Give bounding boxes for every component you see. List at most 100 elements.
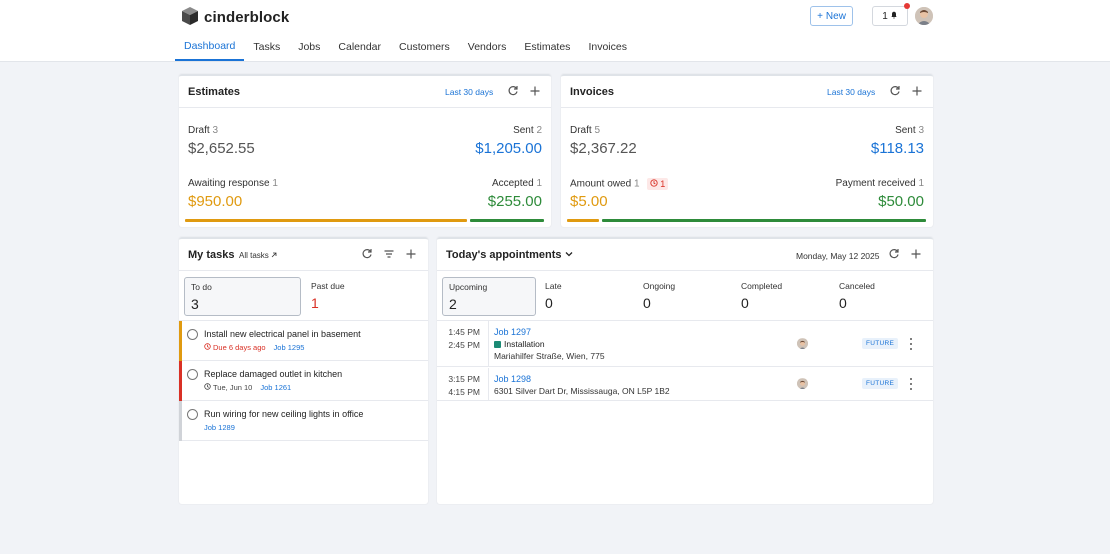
invoices-card: Invoices Last 30 days Draft 5 $2,367.22 …: [561, 74, 933, 227]
task-title: Replace damaged outlet in kitchen: [204, 369, 343, 379]
task-complete-radio[interactable]: [187, 369, 198, 380]
refresh-icon[interactable]: [889, 85, 901, 97]
tab-late[interactable]: Late 0: [539, 277, 633, 316]
task-job-link[interactable]: Job 1289: [204, 423, 235, 432]
estimates-accepted-bar: [470, 219, 544, 222]
add-appointment-icon[interactable]: [910, 248, 922, 260]
tab-to-do-count: 3: [191, 296, 199, 312]
add-invoice-icon[interactable]: [911, 85, 923, 97]
notifications-button[interactable]: 1: [872, 6, 908, 26]
tab-ongoing-label: Ongoing: [643, 281, 676, 291]
estimates-awaiting-value: $950.00: [188, 193, 243, 210]
all-tasks-link[interactable]: All tasks: [239, 251, 277, 260]
tab-completed-count: 0: [741, 295, 749, 311]
appointment-start: 3:15 PM: [448, 374, 480, 384]
tab-to-do[interactable]: To do 3: [184, 277, 301, 316]
tab-canceled[interactable]: Canceled 0: [833, 277, 927, 316]
nav-tab-dashboard[interactable]: Dashboard: [175, 33, 245, 61]
task-job-link[interactable]: Job 1295: [273, 343, 305, 352]
clock-alert-icon: [650, 179, 658, 189]
tab-ongoing[interactable]: Ongoing 0: [637, 277, 731, 316]
notification-count: 1: [882, 10, 888, 22]
invoices-range-select[interactable]: Last 30 days: [827, 87, 876, 97]
estimates-accepted-label: Accepted 1: [491, 178, 542, 189]
nav-tab-vendors[interactable]: Vendors: [467, 41, 507, 53]
clock-icon: [204, 383, 211, 392]
tab-upcoming[interactable]: Upcoming 2: [442, 277, 536, 316]
tab-past-due-count: 1: [311, 295, 319, 311]
main-nav: Dashboard Tasks Jobs Calendar Customers …: [175, 33, 636, 62]
tab-late-label: Late: [545, 281, 562, 291]
tab-to-do-label: To do: [191, 282, 212, 292]
new-button[interactable]: + New: [810, 6, 853, 26]
brand[interactable]: cinderblock: [180, 6, 289, 28]
appointment-job-link[interactable]: Job 1297: [494, 327, 532, 337]
type-color-swatch: [494, 340, 501, 348]
estimates-sent-value: $1,205.00: [475, 140, 542, 157]
nav-tab-tasks[interactable]: Tasks: [253, 41, 281, 53]
plus-icon: +: [817, 10, 823, 22]
appointment-row[interactable]: 3:15 PM 4:15 PM Job 1298 6301 Silver Dar…: [437, 368, 933, 401]
tab-late-count: 0: [545, 295, 553, 311]
appointments-title[interactable]: Today's appointments: [446, 249, 573, 261]
invoices-title: Invoices: [570, 86, 615, 98]
nav-tab-calendar[interactable]: Calendar: [338, 41, 382, 53]
tab-canceled-label: Canceled: [839, 281, 875, 291]
refresh-icon[interactable]: [361, 248, 373, 260]
add-estimate-icon[interactable]: [529, 85, 541, 97]
overdue-badge[interactable]: 1: [647, 178, 669, 190]
tab-completed-label: Completed: [741, 281, 783, 291]
invoices-draft-label: Draft 5: [570, 125, 601, 136]
task-title: Install new electrical panel in basement: [204, 329, 361, 339]
estimates-range-select[interactable]: Last 30 days: [445, 87, 494, 97]
top-bar: cinderblock + New 1 Dashboard Tasks Jobs…: [0, 0, 1110, 62]
nav-tab-customers[interactable]: Customers: [399, 41, 450, 53]
filter-icon[interactable]: [383, 248, 395, 260]
external-arrow-icon: [271, 251, 277, 260]
task-title: Run wiring for new ceiling lights in off…: [204, 409, 364, 419]
task-item[interactable]: Replace damaged outlet in kitchen Tue, J…: [179, 361, 428, 401]
invoices-received-bar: [602, 219, 926, 222]
refresh-icon[interactable]: [888, 248, 900, 260]
nav-tab-jobs[interactable]: Jobs: [298, 41, 321, 53]
invoices-sent-value: $118.13: [870, 140, 924, 157]
invoices-card-header: Invoices Last 30 days: [561, 76, 933, 108]
user-avatar[interactable]: [915, 7, 933, 25]
invoices-received-value: $50.00: [878, 193, 924, 210]
overdue-count: 1: [660, 179, 666, 189]
brand-name: cinderblock: [204, 8, 290, 26]
task-job-link[interactable]: Job 1261: [260, 383, 292, 392]
estimates-awaiting-bar: [185, 219, 467, 222]
tab-completed[interactable]: Completed 0: [735, 277, 829, 316]
nav-tab-estimates[interactable]: Estimates: [524, 41, 571, 53]
tab-past-due[interactable]: Past due 1: [305, 277, 422, 316]
appointment-row[interactable]: 1:45 PM 2:45 PM Job 1297 Installation Ma…: [437, 321, 933, 367]
appointment-end: 4:15 PM: [448, 386, 480, 397]
estimates-card-header: Estimates Last 30 days: [179, 76, 551, 108]
task-item[interactable]: Install new electrical panel in basement…: [179, 321, 428, 361]
bell-icon: [890, 11, 898, 22]
appointment-address: 6301 Silver Dart Dr, Mississauga, ON L5P…: [494, 386, 670, 396]
refresh-icon[interactable]: [507, 85, 519, 97]
appointment-job-link[interactable]: Job 1298: [494, 374, 532, 384]
chevron-down-icon: [565, 249, 573, 261]
task-item[interactable]: Run wiring for new ceiling lights in off…: [179, 401, 428, 441]
appointment-start: 1:45 PM: [448, 327, 480, 337]
my-tasks-card: My tasks All tasks To do 3 Past due 1 In…: [179, 237, 428, 504]
appointments-card-header: Today's appointments Monday, May 12 2025: [437, 239, 933, 271]
assignee-avatar[interactable]: [797, 378, 808, 389]
tasks-title: My tasks: [188, 249, 235, 261]
tab-past-due-label: Past due: [311, 281, 345, 291]
task-complete-radio[interactable]: [187, 329, 198, 340]
nav-tab-invoices[interactable]: Invoices: [588, 41, 627, 53]
task-complete-radio[interactable]: [187, 409, 198, 420]
more-options-icon[interactable]: [908, 338, 914, 350]
appointments-date[interactable]: Monday, May 12 2025: [796, 251, 880, 261]
more-options-icon[interactable]: [908, 378, 914, 390]
estimates-draft-label: Draft 3: [188, 125, 219, 136]
add-task-icon[interactable]: [405, 248, 417, 260]
assignee-avatar[interactable]: [797, 338, 808, 349]
appointment-end: 2:45 PM: [448, 339, 480, 350]
estimates-sent-label: Sent 2: [513, 125, 542, 136]
tab-ongoing-count: 0: [643, 295, 651, 311]
